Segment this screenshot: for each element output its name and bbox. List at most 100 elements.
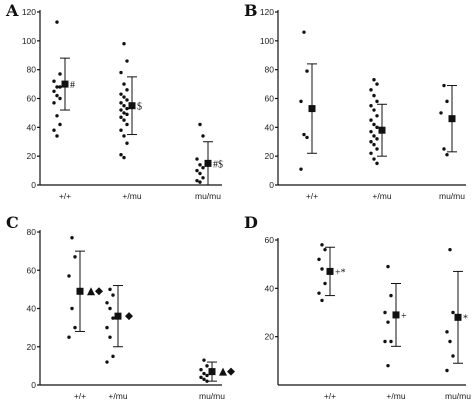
data-point — [445, 99, 449, 104]
data-point — [439, 111, 443, 115]
data-point — [375, 137, 379, 141]
data-point — [320, 298, 324, 303]
data-point — [317, 257, 321, 262]
y-tick-label: 20 — [265, 332, 275, 342]
data-point — [125, 59, 129, 63]
data-point — [52, 79, 56, 83]
data-point — [372, 122, 376, 127]
data-point — [375, 125, 379, 130]
mean-marker-extra — [219, 367, 227, 376]
data-point — [52, 101, 56, 105]
y-tick-label: 60 — [265, 235, 275, 245]
data-point — [451, 310, 455, 315]
y-tick-label: 120 — [260, 7, 274, 17]
y-tick-label: 60 — [265, 94, 275, 104]
data-point — [383, 339, 387, 344]
data-point — [125, 122, 129, 127]
data-point — [119, 153, 123, 157]
data-point — [70, 236, 74, 240]
data-point — [445, 368, 449, 373]
x-tick-label: +/mu — [122, 191, 141, 201]
data-point — [389, 293, 393, 298]
data-point — [73, 255, 77, 259]
data-point — [201, 176, 205, 180]
data-point — [302, 30, 306, 34]
data-point — [383, 310, 387, 315]
data-point — [70, 306, 74, 311]
y-tick-label: 80 — [27, 65, 37, 75]
y-tick-label: 80 — [27, 227, 37, 237]
data-point — [58, 122, 62, 127]
data-point — [323, 281, 327, 286]
data-point — [108, 287, 112, 292]
data-point — [205, 373, 209, 378]
significance-annotation: + — [401, 311, 407, 322]
data-point — [119, 70, 123, 75]
data-point — [122, 82, 126, 86]
data-point — [111, 316, 115, 320]
x-tick-label: +/+ — [74, 391, 86, 401]
data-point — [125, 98, 129, 102]
mean-marker — [448, 115, 456, 123]
data-point — [119, 115, 123, 119]
mean-marker-extra — [125, 312, 133, 321]
panel-b: B 0 20 40 60 80 100 120 +/+ +/mu mu/mu — [244, 1, 466, 201]
data-point — [386, 363, 390, 368]
y-tick-label: 20 — [265, 151, 275, 161]
mean-marker — [61, 80, 69, 88]
x-tick-label: mu/mu — [195, 191, 221, 201]
y-tick-label: 40 — [27, 122, 37, 132]
data-point — [198, 122, 202, 127]
mean-marker — [208, 368, 216, 376]
mean-marker — [378, 126, 386, 134]
y-tick-label: 60 — [27, 265, 37, 275]
y-tick-label: 40 — [27, 304, 37, 314]
data-point — [108, 306, 112, 311]
data-point — [105, 301, 109, 305]
data-point — [119, 108, 123, 112]
data-point — [125, 141, 129, 145]
data-point — [55, 93, 59, 98]
data-point — [119, 128, 123, 132]
data-point — [105, 360, 109, 364]
data-point — [195, 157, 199, 161]
data-point — [198, 163, 202, 167]
data-point — [122, 95, 126, 99]
data-point — [299, 167, 303, 171]
data-point — [67, 335, 71, 339]
data-point — [119, 101, 123, 105]
data-point — [58, 96, 62, 101]
x-tick-label: +/+ — [59, 191, 71, 201]
y-tick-label: 40 — [265, 122, 275, 132]
y-tick-label: 0 — [31, 180, 36, 190]
data-point — [198, 180, 202, 184]
y-tick-label: 100 — [260, 36, 274, 46]
x-tick-label: +/mu — [108, 391, 127, 401]
panel-c: C 0 20 40 60 80 +/+ +/mu mu/mu — [6, 213, 235, 401]
data-point — [111, 354, 115, 359]
data-point — [108, 335, 112, 339]
data-point — [372, 93, 376, 98]
y-tick-label: 0 — [269, 180, 274, 190]
data-point — [372, 78, 376, 82]
significance-annotation: * — [463, 313, 468, 324]
data-point — [199, 368, 203, 372]
data-point — [55, 114, 59, 118]
data-point — [369, 129, 373, 134]
x-tick-label: mu/mu — [445, 391, 471, 401]
data-point — [122, 104, 126, 108]
mean-marker — [128, 102, 136, 110]
significance-annotation: #$ — [213, 159, 223, 170]
significance-annotation: +* — [335, 267, 346, 278]
data-point — [386, 264, 390, 269]
data-point — [372, 108, 376, 112]
y-tick-label: 60 — [27, 94, 37, 104]
data-point — [369, 140, 373, 144]
mean-marker — [308, 105, 316, 113]
data-point — [445, 330, 449, 334]
data-point — [122, 134, 126, 138]
data-point — [302, 132, 306, 137]
data-point — [67, 274, 71, 278]
